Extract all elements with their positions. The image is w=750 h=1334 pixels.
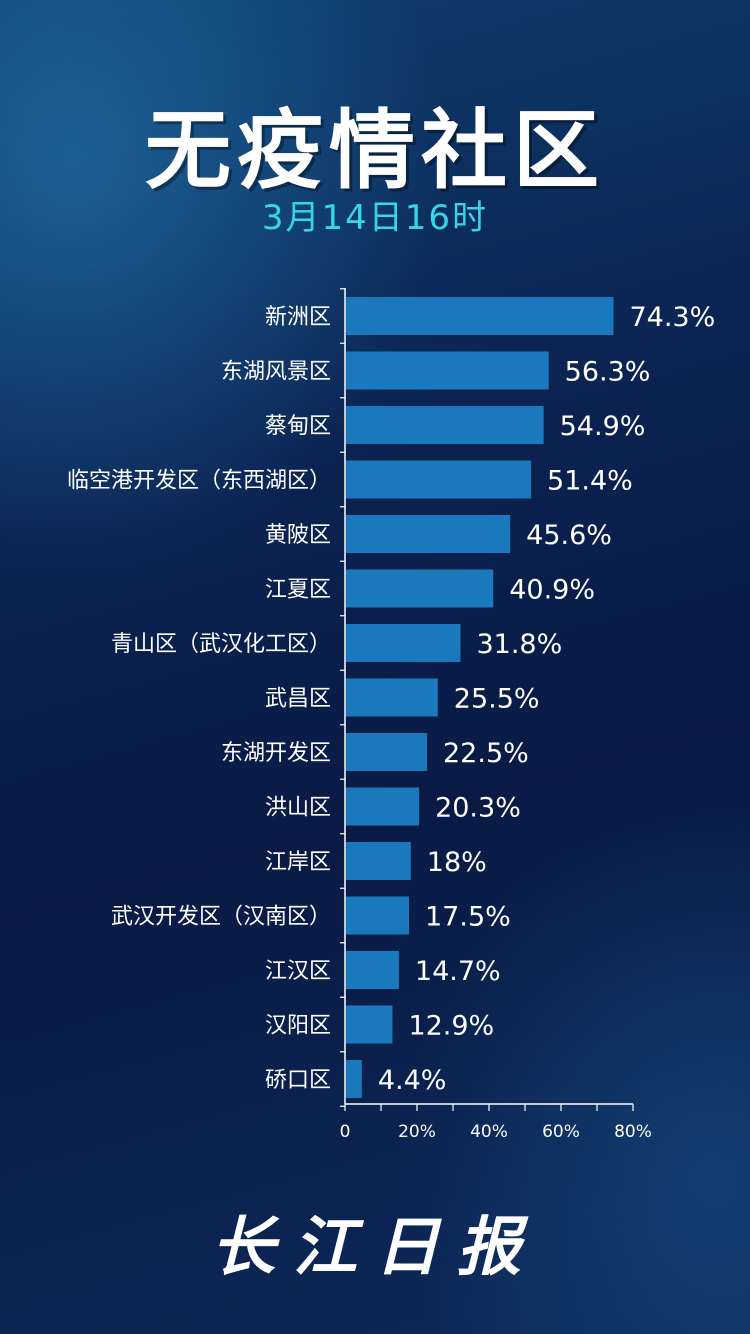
value-label: 74.3% [629, 302, 715, 333]
page-title: 无疫情社区 [145, 101, 605, 201]
category-label: 硚口区 [265, 1068, 331, 1093]
category-label: 东湖开发区 [221, 741, 331, 766]
category-label: 汉阳区 [265, 1014, 331, 1039]
bar [346, 569, 494, 608]
bar [346, 678, 438, 717]
value-label: 18% [427, 847, 487, 878]
value-label: 51.4% [547, 466, 633, 497]
bar [346, 733, 427, 771]
category-label: 江汉区 [265, 959, 331, 984]
x-tick-label: 60% [542, 1122, 580, 1142]
category-label: 江岸区 [265, 850, 331, 875]
category-label: 新洲区 [265, 305, 331, 330]
value-label: 25.5% [454, 684, 540, 715]
x-tick-label: 0 [340, 1122, 351, 1142]
bar [346, 515, 511, 553]
value-label: 4.4% [378, 1065, 447, 1096]
value-label: 31.8% [476, 629, 562, 660]
value-label: 14.7% [415, 956, 501, 987]
page-subtitle: 3月14日16时 [261, 198, 489, 238]
bar [346, 1005, 393, 1044]
category-label: 洪山区 [265, 796, 331, 821]
value-label: 54.9% [560, 411, 646, 442]
category-label: 临空港开发区（东西湖区） [67, 469, 331, 494]
category-label: 武昌区 [265, 687, 331, 712]
bar [346, 1060, 362, 1098]
value-label: 40.9% [509, 575, 595, 606]
bar [346, 460, 532, 499]
bar [346, 351, 549, 390]
value-label: 45.6% [526, 520, 612, 551]
bar [346, 787, 420, 826]
category-label: 江夏区 [265, 578, 331, 603]
category-label: 青山区（武汉化工区） [111, 632, 331, 657]
bar [346, 297, 614, 335]
bar [346, 624, 461, 662]
x-tick-label: 80% [614, 1122, 652, 1142]
category-label: 东湖风景区 [221, 360, 331, 385]
x-tick-label: 40% [470, 1122, 508, 1142]
bars-layer: 新洲区 74.3% 东湖风景区 56.3% 蔡甸区 54.9% 临空港开发区（东西湖区） 51… [67, 297, 715, 1098]
bar-chart: 新洲区 74.3% 东湖风景区 56.3% 蔡甸区 54.9% 临空港开发区（东西湖区） 51… [67, 288, 715, 1142]
category-label: 武汉开发区（汉南区） [111, 905, 331, 930]
value-label: 20.3% [435, 793, 521, 824]
bar [346, 951, 399, 989]
axes-layer: 0 20% 40% 60% 80% [340, 288, 652, 1142]
category-label: 黄陂区 [265, 523, 331, 548]
value-label: 22.5% [443, 738, 529, 769]
publisher-logo: 长江日报 [211, 1210, 539, 1285]
value-label: 56.3% [565, 357, 651, 388]
value-label: 17.5% [425, 902, 511, 933]
bar [346, 896, 409, 935]
x-tick-label: 20% [398, 1122, 436, 1142]
value-label: 12.9% [408, 1011, 494, 1042]
category-label: 蔡甸区 [265, 414, 331, 439]
bar [346, 842, 411, 880]
bar [346, 406, 544, 444]
